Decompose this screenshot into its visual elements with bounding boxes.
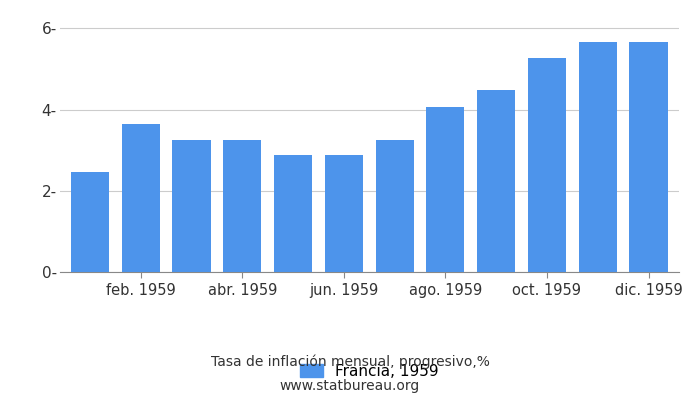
Text: www.statbureau.org: www.statbureau.org [280,379,420,393]
Bar [528,58,566,272]
Bar [223,140,261,272]
Legend: Francia, 1959: Francia, 1959 [300,364,439,379]
Bar [477,90,515,272]
Bar [71,172,109,272]
Bar [629,42,668,272]
Bar [172,140,211,272]
Bar [325,155,363,272]
Bar [274,155,312,272]
Text: Tasa de inflación mensual, progresivo,%: Tasa de inflación mensual, progresivo,% [211,354,489,369]
Bar [122,124,160,272]
Bar [426,107,465,272]
Bar [579,42,617,272]
Bar [376,140,414,272]
